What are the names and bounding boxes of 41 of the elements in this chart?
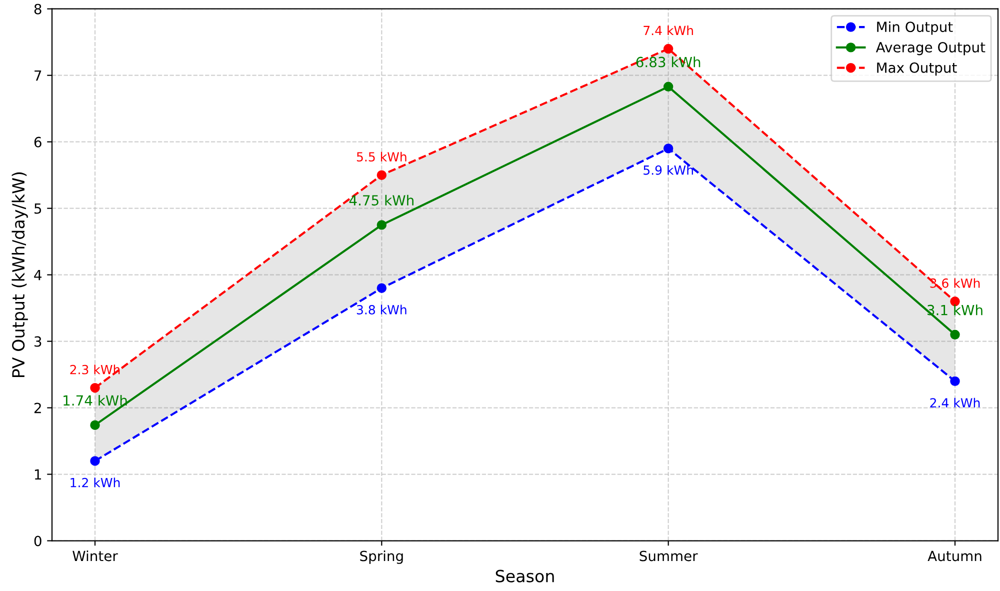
point — [950, 376, 960, 386]
legend-label: Max Output — [877, 62, 957, 76]
data-label: 2.3 kWh — [70, 364, 120, 374]
legend-label: Average Output — [876, 42, 986, 56]
legend-label: Min Output — [877, 21, 953, 35]
x-axis-title: Season — [496, 570, 554, 582]
point — [663, 44, 674, 54]
point — [90, 420, 100, 430]
y-tick-label: 3 — [34, 336, 42, 347]
data-label: 2.4 kWh — [930, 398, 980, 408]
y-tick-label: 0 — [34, 536, 42, 546]
y-tick-label: 2 — [34, 402, 41, 414]
point — [90, 382, 100, 393]
data-label: 5.9 kWh — [644, 165, 693, 175]
point — [90, 456, 100, 466]
point — [376, 220, 387, 230]
y-tick-label: 7 — [34, 70, 42, 81]
y-tick-label: 4 — [34, 270, 42, 280]
point — [950, 330, 960, 340]
data-label: 7.4 kWh — [644, 26, 693, 36]
x-tick-label: Spring — [360, 550, 403, 564]
point — [663, 144, 674, 154]
data-label: 4.75 kWh — [349, 194, 414, 206]
point — [376, 170, 387, 180]
data-label: 1.74 kWh — [64, 394, 127, 406]
point — [663, 82, 674, 92]
data-label: 5.5 kWh — [356, 152, 406, 162]
data-label: 3.8 kWh — [356, 304, 406, 314]
x-tick-label: Summer — [640, 550, 698, 562]
data-label: 1.2 kWh — [70, 478, 120, 488]
data-label: 6.83 kWh — [636, 56, 700, 68]
y-tick-label: 8 — [34, 4, 42, 14]
data-label: 3.1 kWh — [928, 304, 982, 316]
x-tick-label: Autumn — [928, 550, 982, 562]
y-tick-label: 6 — [34, 136, 42, 148]
y-axis-title: PV Output (kWh/day/kW) — [12, 172, 28, 378]
x-tick-label: Winter — [72, 550, 118, 562]
point — [376, 283, 387, 293]
y-tick-label: 1 — [34, 469, 41, 480]
y-tick-label: 5 — [34, 203, 42, 214]
data-label: 3.6 kWh — [930, 278, 980, 288]
